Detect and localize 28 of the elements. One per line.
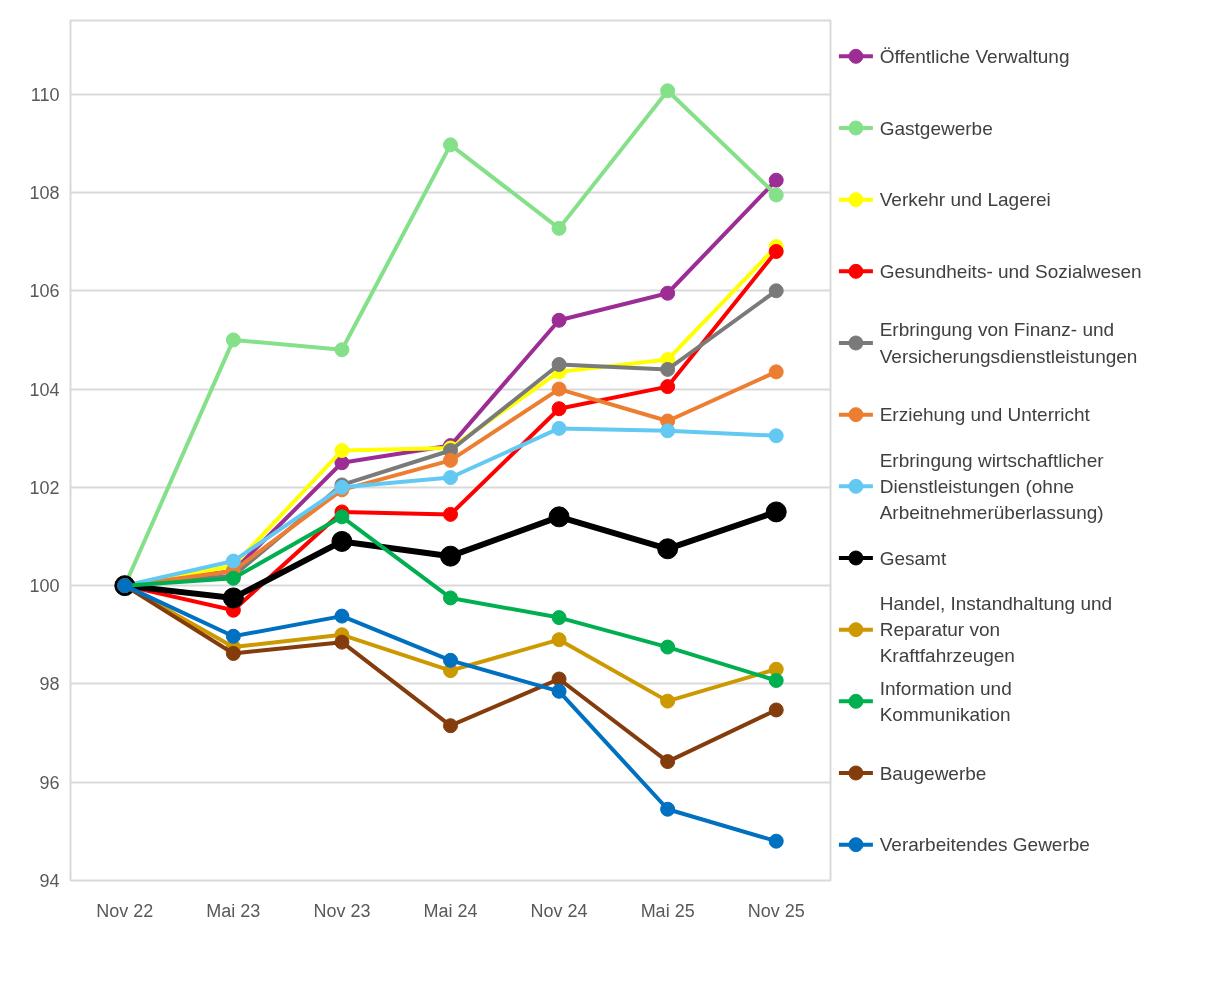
y-tick-label: 106 (29, 281, 60, 302)
legend-label: Erbringung wirtschaftlicher Dienstleistungen (ohne Arbeitnehmerüberlassung) (879, 449, 1105, 524)
y-tick-label: 104 (29, 379, 60, 400)
x-tick-label: Nov 25 (747, 900, 805, 921)
y-tick-label: 98 (39, 674, 60, 695)
legend-label: Gesamt (879, 547, 947, 569)
legend-label: Gastgewerbe (879, 117, 993, 139)
x-tick-label: Nov 23 (313, 900, 371, 921)
x-tick-label: Nov 22 (96, 900, 154, 921)
legend-label: Gesundheits- und Sozialwesen (879, 260, 1142, 282)
y-tick-label: 96 (39, 772, 60, 793)
x-tick-label: Mai 25 (640, 900, 695, 921)
y-tick-label: 108 (29, 183, 60, 203)
x-tick-label: Mai 23 (206, 900, 261, 921)
legend-label: Verkehr und Lagerei (879, 189, 1051, 211)
x-tick-label: Mai 24 (423, 900, 478, 921)
legend-label: Öffentliche Verwaltung (879, 45, 1070, 67)
legend-label: Erziehung und Unterricht (879, 404, 1091, 426)
y-tick-label: 110 (30, 84, 60, 105)
y-tick-label: 100 (29, 576, 60, 597)
y-tick-label: 102 (29, 477, 60, 498)
y-tick-label: 94 (39, 871, 60, 891)
legend-label: Erbringung von Finanz- und Versicherungsdienstleistungen (879, 319, 1138, 367)
x-tick-label: Nov 24 (530, 900, 588, 921)
legend-label: Verarbeitendes Gewerbe (879, 834, 1090, 856)
legend-label: Handel, Instandhaltung und Reparatur von Kraftfahrzeugen (879, 592, 1113, 667)
legend-label: Information und Kommunikation (879, 677, 1012, 725)
legend-label: Baugewerbe (879, 762, 987, 784)
